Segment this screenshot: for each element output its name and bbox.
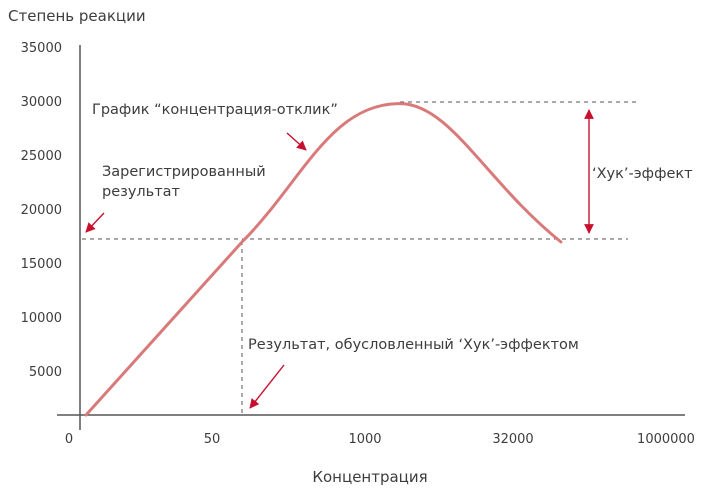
- y-tick-label: 10000: [21, 311, 62, 326]
- x-tick-label: 32000: [492, 432, 533, 447]
- registered-result-label: Зарегистрированный результат: [102, 164, 270, 200]
- y-tick-label: 5000: [29, 365, 62, 380]
- x-tick-label: 1000: [348, 432, 381, 447]
- x-tick-label: 0: [65, 432, 73, 447]
- x-axis-title: Концентрация: [312, 468, 427, 486]
- y-tick-label: 35000: [21, 41, 62, 56]
- registered-result-line-2: результат: [102, 184, 181, 200]
- y-tick-label: 20000: [21, 203, 62, 218]
- curve-label: График “концентрация-отклик”: [92, 102, 338, 118]
- curve-label-arrow: [286, 132, 307, 151]
- series-line: [84, 102, 563, 417]
- x-tick-labels: 0 50 1000 32000 1000000: [65, 432, 695, 447]
- hook-effect-label: ‘Хук’-эффект: [592, 166, 693, 182]
- y-axis-title: Степень реакции: [8, 7, 146, 25]
- x-tick-label: 50: [204, 432, 221, 447]
- y-tick-labels: 35000 30000 25000 20000 15000 10000 5000: [21, 41, 62, 380]
- registered-result-line-1: Зарегистрированный: [102, 164, 266, 180]
- series-points: [86, 103, 561, 415]
- y-tick-label: 15000: [21, 257, 62, 272]
- x-tick-label: 1000000: [637, 432, 695, 447]
- hook-result-label: Результат, обусловленный ‘Хук’-эффектом: [248, 337, 579, 353]
- y-tick-label: 30000: [21, 95, 62, 110]
- registered-result-arrow: [85, 212, 105, 233]
- y-tick-label: 25000: [21, 149, 62, 164]
- hook-result-arrow: [249, 364, 285, 409]
